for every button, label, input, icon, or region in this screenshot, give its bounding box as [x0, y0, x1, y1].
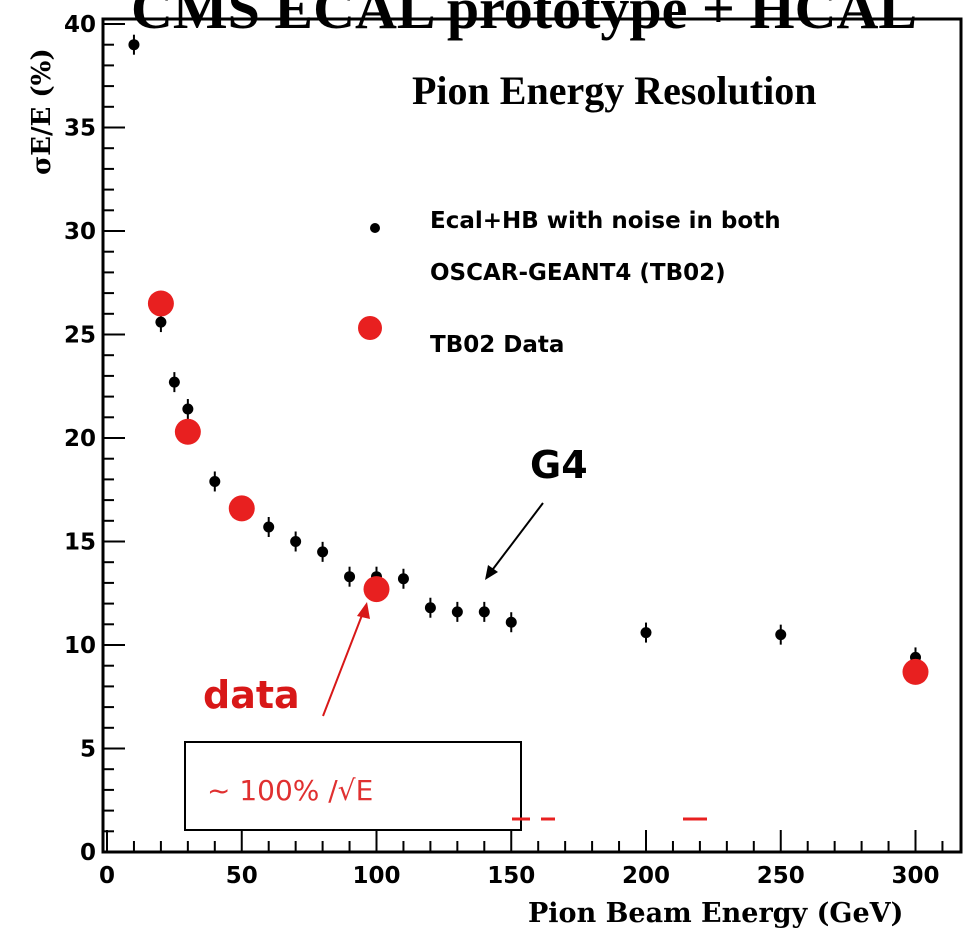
legend-marker-g4	[370, 223, 380, 233]
g4-point	[168, 376, 180, 388]
g4-point	[640, 627, 652, 639]
tb02-data-point	[147, 290, 174, 317]
y-tick-label: 0	[80, 840, 96, 866]
g4-point	[209, 475, 221, 487]
x-tick-label: 200	[622, 863, 670, 889]
g4-point	[344, 571, 356, 583]
tb02-data-point	[363, 576, 390, 603]
y-tick-label: 5	[80, 737, 96, 763]
g4-point	[155, 316, 167, 328]
g4-point	[424, 602, 436, 614]
x-tick-label: 100	[352, 863, 400, 889]
plot-frame	[101, 17, 963, 854]
x-tick-label: 300	[891, 863, 939, 889]
x-tick-label: 50	[226, 863, 258, 889]
g4-point	[128, 39, 140, 51]
formula-text: ~ 100% /√E	[207, 774, 373, 807]
legend-marker-data	[358, 316, 382, 340]
g4-arrow-line	[489, 502, 544, 574]
g4-label: G4	[530, 443, 588, 487]
y-axis-label: σE/E (%)	[27, 48, 57, 175]
y-tick-label: 40	[64, 12, 96, 38]
axis-ticks: 0 50 100 150 200 250 300 0 5 10 15 20 25 30 35 40	[64, 12, 944, 889]
g4-point	[505, 616, 517, 628]
g4-arrow-head	[485, 565, 498, 580]
y-tick-label: 15	[64, 530, 96, 556]
tb02-data-point	[228, 495, 255, 522]
data-label: data	[203, 673, 300, 717]
g4-point	[451, 606, 463, 618]
g4-point	[775, 629, 787, 641]
title-box	[396, 50, 921, 146]
y-tick-label: 10	[64, 633, 96, 659]
g4-point	[317, 546, 329, 558]
series-tb02-data	[147, 290, 929, 685]
g4-point	[263, 521, 275, 533]
data-arrow-line	[322, 609, 365, 717]
g4-point	[397, 573, 409, 585]
legend-entry-g4-line1: Ecal+HB with noise in both	[430, 208, 781, 234]
g4-point	[478, 606, 490, 618]
legend-entry-g4-line2: OSCAR-GEANT4 (TB02)	[430, 260, 726, 286]
formula-box	[184, 741, 522, 831]
tb02-data-point	[902, 658, 929, 685]
y-tick-label: 35	[64, 116, 96, 142]
x-tick-label: 0	[99, 863, 115, 889]
x-tick-label: 150	[487, 863, 535, 889]
legend-entry-data: TB02 Data	[430, 332, 564, 358]
g4-point	[182, 403, 194, 415]
g4-point	[290, 536, 302, 547]
y-tick-label: 25	[64, 323, 96, 349]
x-tick-label: 250	[757, 863, 805, 889]
tb02-data-point	[174, 418, 201, 445]
y-tick-label: 30	[64, 219, 96, 245]
x-axis-label: Pion Beam Energy (GeV)	[528, 898, 903, 929]
data-arrow-head	[357, 602, 370, 619]
chart-title: Pion Energy Resolution	[412, 68, 816, 113]
y-tick-label: 20	[64, 426, 96, 452]
